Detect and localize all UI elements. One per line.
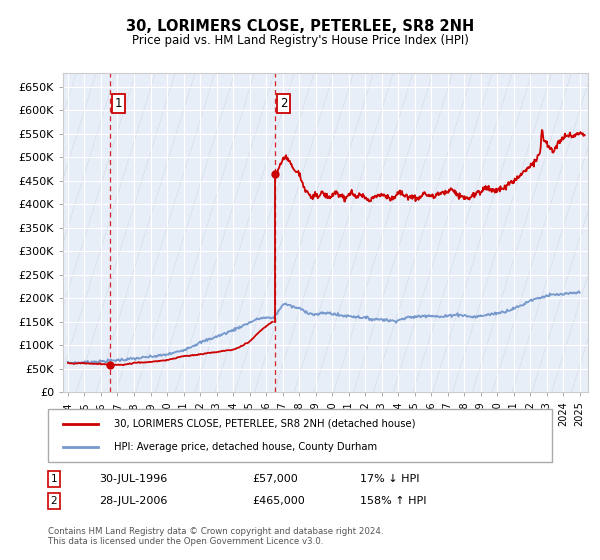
Text: 158% ↑ HPI: 158% ↑ HPI — [360, 496, 427, 506]
Text: 17% ↓ HPI: 17% ↓ HPI — [360, 474, 419, 484]
Text: 1: 1 — [50, 474, 58, 484]
Text: £57,000: £57,000 — [252, 474, 298, 484]
Text: 1: 1 — [115, 97, 122, 110]
Text: Contains HM Land Registry data © Crown copyright and database right 2024.
This d: Contains HM Land Registry data © Crown c… — [48, 527, 383, 546]
Text: HPI: Average price, detached house, County Durham: HPI: Average price, detached house, Coun… — [113, 442, 377, 452]
Text: Price paid vs. HM Land Registry's House Price Index (HPI): Price paid vs. HM Land Registry's House … — [131, 34, 469, 47]
Text: 2: 2 — [280, 97, 287, 110]
Text: 30, LORIMERS CLOSE, PETERLEE, SR8 2NH: 30, LORIMERS CLOSE, PETERLEE, SR8 2NH — [126, 20, 474, 34]
Text: 28-JUL-2006: 28-JUL-2006 — [99, 496, 167, 506]
Text: 30-JUL-1996: 30-JUL-1996 — [99, 474, 167, 484]
Text: 30, LORIMERS CLOSE, PETERLEE, SR8 2NH (detached house): 30, LORIMERS CLOSE, PETERLEE, SR8 2NH (d… — [113, 419, 415, 429]
Text: £465,000: £465,000 — [252, 496, 305, 506]
Text: 2: 2 — [50, 496, 58, 506]
